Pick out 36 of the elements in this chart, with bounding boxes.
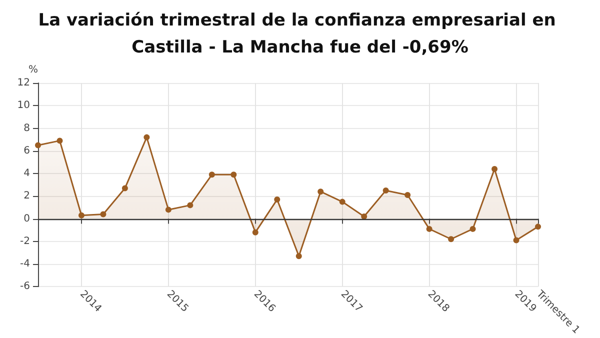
point xyxy=(252,229,258,236)
point xyxy=(274,196,280,203)
chart-title: La variación trimestral de la confianza empresarial en Castilla - La Mancha fue del -0,69% xyxy=(38,10,562,58)
y-tick-label: 4 xyxy=(24,168,30,180)
point xyxy=(230,172,237,178)
y-tick-label: 10 xyxy=(17,100,30,112)
point xyxy=(339,198,346,205)
point xyxy=(470,226,476,232)
point xyxy=(492,166,498,172)
y-tick-label: 8 xyxy=(24,122,30,134)
point xyxy=(318,188,324,195)
point xyxy=(426,226,432,232)
y-tick-label: 6 xyxy=(24,145,30,156)
y-tick-label: 2 xyxy=(24,190,30,202)
point xyxy=(296,253,302,260)
point xyxy=(56,138,63,144)
point xyxy=(404,192,411,198)
point xyxy=(513,237,520,244)
point xyxy=(144,134,150,140)
y-tick-label: -2 xyxy=(20,236,30,247)
point xyxy=(122,185,128,192)
y-tick-label: 0 xyxy=(24,213,30,224)
y-axis-title: % xyxy=(28,64,38,76)
point xyxy=(361,214,368,220)
point xyxy=(448,236,454,242)
point xyxy=(208,172,215,178)
point xyxy=(187,202,194,208)
y-tick-label: -6 xyxy=(20,281,30,292)
point xyxy=(78,212,84,218)
y-tick-label: -4 xyxy=(20,258,30,270)
point xyxy=(165,206,172,213)
point xyxy=(35,142,41,148)
y-tick-label: 12 xyxy=(17,78,30,88)
point xyxy=(100,211,106,218)
point xyxy=(535,224,541,230)
point xyxy=(382,187,389,194)
